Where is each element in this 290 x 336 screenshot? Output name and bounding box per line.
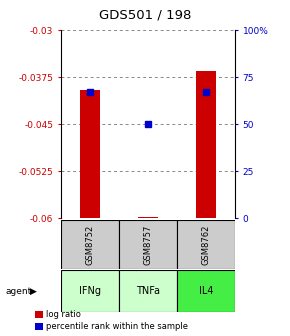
- Text: GDS501 / 198: GDS501 / 198: [99, 8, 191, 22]
- Text: agent: agent: [6, 287, 32, 296]
- Text: ▶: ▶: [30, 287, 37, 296]
- Text: IL4: IL4: [199, 287, 213, 296]
- Bar: [196, 71, 216, 218]
- Text: GSM8752: GSM8752: [85, 224, 95, 264]
- Bar: [119, 270, 177, 312]
- Bar: [177, 270, 235, 312]
- Bar: [61, 270, 119, 312]
- Bar: [138, 216, 158, 218]
- Text: log ratio: log ratio: [46, 310, 81, 319]
- Text: GSM8757: GSM8757: [143, 224, 153, 265]
- Text: GSM8762: GSM8762: [201, 224, 211, 265]
- Text: percentile rank within the sample: percentile rank within the sample: [46, 322, 188, 331]
- Bar: [61, 220, 119, 269]
- Bar: [119, 220, 177, 269]
- Bar: [80, 90, 100, 218]
- Text: TNFa: TNFa: [136, 287, 160, 296]
- Text: IFNg: IFNg: [79, 287, 101, 296]
- Bar: [177, 220, 235, 269]
